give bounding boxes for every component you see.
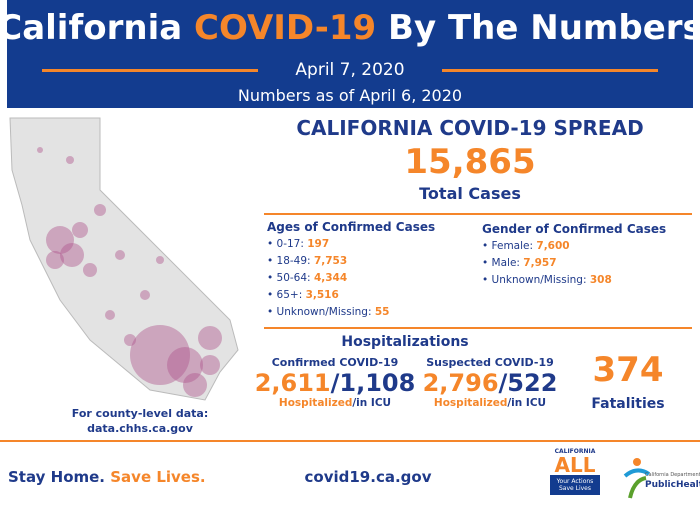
title-part: By The Numbers <box>388 8 700 48</box>
logo-text: Save Lives <box>558 485 591 492</box>
item-value: 197 <box>307 238 330 250</box>
date: April 7, 2020 <box>295 60 405 80</box>
separator: / <box>330 369 340 397</box>
caption: Hospitalized <box>433 397 508 409</box>
hospitalized: 2,796 <box>422 369 499 397</box>
divider <box>264 213 692 215</box>
divider <box>0 440 700 442</box>
item-value: 308 <box>589 274 612 286</box>
separator: / <box>498 369 508 397</box>
hosp-block: Confirmed COVID-19 2,611/1,108 Hospitalize… <box>255 356 416 409</box>
item-label: 50-64: <box>276 272 311 284</box>
cdph-logo: California Department of PublicHealth <box>645 470 700 490</box>
logo-text: ALL <box>554 453 596 477</box>
hosp-numbers: 2,796/522 <box>423 369 558 397</box>
hosp-numbers: 2,611/1,108 <box>255 369 416 397</box>
map <box>9 117 239 401</box>
county-bubbles <box>37 147 222 397</box>
hosp-caption: Hospitalized/in ICU <box>255 397 416 409</box>
map-link[interactable]: data.chhs.ca.gov <box>87 422 193 435</box>
ages-list: • 0-17: 197 • 18-49: 7,753 • 50-64: 4,344 •… <box>267 236 389 321</box>
slogan: Stay Home. <box>8 468 105 486</box>
item-value: 55 <box>374 306 390 318</box>
item-label: Female: <box>491 240 534 252</box>
item-label: 18-49: <box>276 255 311 267</box>
subtitle: Numbers as of April 6, 2020 <box>237 86 463 105</box>
hosp-title: Hospitalizations <box>341 334 469 350</box>
hospitalized: 2,611 <box>254 369 331 397</box>
icu: 522 <box>507 369 558 397</box>
logo-text: Your Actions <box>556 478 594 485</box>
item-value: 4,344 <box>313 272 348 284</box>
ages-title: Ages of Confirmed Cases <box>267 220 436 234</box>
item-label: 0-17: <box>276 238 304 250</box>
logo-text: CALIFORNIA <box>554 448 596 455</box>
total-label: Total Cases <box>419 184 521 203</box>
hosp-subtitle: Confirmed COVID-19 <box>271 356 399 369</box>
header <box>7 0 693 108</box>
fatalities-value: 374 <box>592 350 664 390</box>
divider <box>264 327 692 329</box>
title-part: California <box>0 8 183 48</box>
divider <box>442 69 658 72</box>
list-item: • Unknown/Missing: 308 <box>482 274 612 286</box>
list-item: • 65+: 3,516 <box>267 289 339 301</box>
hosp-subtitle: Suspected COVID-19 <box>426 356 554 369</box>
map-note: For county-level data: <box>71 407 209 420</box>
item-label: 65+: <box>276 289 303 301</box>
slogan: Save Lives. <box>110 468 206 486</box>
footer-url[interactable]: covid19.ca.gov <box>304 468 432 486</box>
item-value: 7,600 <box>536 240 570 252</box>
header-title: California COVID-19 By The Numbers <box>0 8 700 48</box>
logo-text: California Department of <box>645 472 700 478</box>
fatalities-label: Fatalities <box>591 396 665 412</box>
item-label: Male: <box>491 257 520 269</box>
item-label: Unknown/Missing: <box>276 306 372 318</box>
list-item: • Female: 7,600 <box>482 240 570 252</box>
gender-title: Gender of Confirmed Cases <box>482 222 667 236</box>
ca-all-logo: CALIFORNIA ALL Your Actions Save Lives <box>550 448 600 495</box>
list-item: • Male: 7,957 <box>482 257 557 269</box>
list-item: • 50-64: 4,344 <box>267 272 348 284</box>
caption: /in ICU <box>507 397 547 409</box>
list-item: • Unknown/Missing: 55 <box>267 306 390 318</box>
state-shape <box>9 117 239 401</box>
total-cases: 15,865 <box>404 142 536 182</box>
cdph-icon <box>623 458 651 499</box>
caption: /in ICU <box>352 397 392 409</box>
title-highlight: COVID-19 <box>194 8 377 48</box>
icu: 1,108 <box>339 369 416 397</box>
caption: Hospitalized <box>278 397 353 409</box>
list-item: • 0-17: 197 <box>267 238 330 250</box>
item-value: 7,753 <box>313 255 348 267</box>
divider <box>42 69 258 72</box>
list-item: • 18-49: 7,753 <box>267 255 348 267</box>
hosp-block: Suspected COVID-19 2,796/522 Hospitalized/… <box>423 356 558 409</box>
hosp-caption: Hospitalized/in ICU <box>423 397 558 409</box>
spread-title: CALIFORNIA COVID-19 SPREAD <box>296 116 644 140</box>
item-value: 7,957 <box>523 257 557 269</box>
gender-list: • Female: 7,600 • Male: 7,957 • Unknown/Mi… <box>482 238 612 289</box>
logo-text: PublicHealth <box>645 480 700 490</box>
item-value: 3,516 <box>305 289 339 301</box>
item-label: Unknown/Missing: <box>491 274 587 286</box>
